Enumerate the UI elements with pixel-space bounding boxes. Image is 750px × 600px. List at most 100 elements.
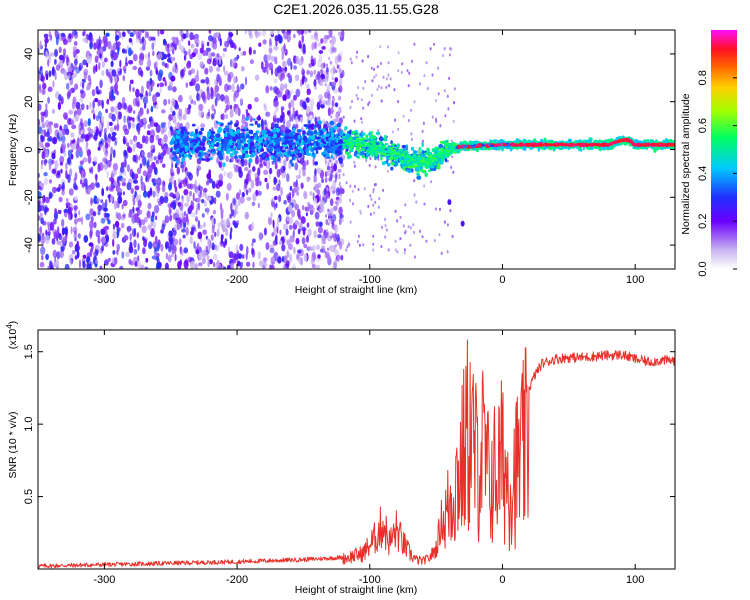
heatmap-cell (276, 117, 280, 124)
heatmap-cell (73, 41, 78, 46)
heatmap-cell (113, 52, 118, 61)
heatmap-cell (349, 184, 352, 188)
heatmap-cell (370, 197, 373, 201)
heatmap-cell (67, 149, 73, 158)
heatmap-cell (71, 124, 77, 130)
heatmap-cell (161, 109, 166, 114)
heatmap-cell (101, 202, 106, 212)
heatmap-cell (245, 189, 249, 196)
heatmap-cell (121, 251, 125, 259)
heatmap-cell (186, 183, 192, 190)
heatmap-cell (157, 185, 160, 194)
heatmap-cell (379, 45, 382, 49)
heatmap-cell (324, 177, 328, 183)
heatmap-cell (270, 155, 273, 160)
heatmap-cell (220, 122, 224, 127)
heatmap-cell (194, 139, 199, 143)
heatmap-cell (39, 261, 45, 268)
heatmap-cell (394, 209, 397, 213)
heatmap-cell (397, 100, 400, 104)
heatmap-cell (199, 224, 203, 229)
heatmap-cell (127, 47, 132, 57)
heatmap-cell (330, 235, 333, 239)
heatmap-cell (182, 135, 185, 140)
heatmap-cell (372, 248, 375, 252)
heatmap-cell (308, 111, 314, 116)
heatmap-cell (318, 94, 324, 101)
heatmap-cell (142, 247, 146, 255)
heatmap-cell (159, 82, 165, 88)
heatmap-cell (353, 160, 356, 164)
heatmap-cell (235, 192, 241, 200)
heatmap-cell (216, 53, 220, 58)
heatmap-cell (94, 181, 100, 187)
heatmap-cell (203, 187, 208, 193)
heatmap-cell (184, 202, 190, 207)
heatmap-cell (423, 169, 426, 174)
heatmap-cell (347, 152, 350, 157)
heatmap-cell (189, 54, 194, 60)
heatmap-cell (336, 201, 338, 205)
heatmap-cell (236, 164, 239, 170)
heatmap-cell (41, 236, 44, 245)
heatmap-cell (289, 235, 295, 243)
heatmap-cell (244, 76, 248, 86)
heatmap-cell (326, 142, 329, 146)
heatmap-cell (291, 113, 294, 122)
heatmap-cell (116, 227, 120, 237)
heatmap-cell (248, 158, 253, 164)
heatmap-cell (272, 186, 276, 191)
heatmap-cell (157, 53, 163, 60)
heatmap-cell (242, 117, 246, 123)
heatmap-cell (172, 137, 176, 141)
heatmap-cell (309, 191, 313, 196)
heatmap-cell (302, 101, 307, 109)
heatmap-cell (335, 69, 338, 73)
heatmap-cell (201, 158, 206, 161)
heatmap-cell (323, 188, 327, 196)
heatmap-cell (74, 114, 80, 121)
heatmap-cell (327, 107, 331, 117)
heatmap-cell (344, 126, 348, 131)
heatmap-cell (172, 64, 176, 73)
heatmap-cell (153, 122, 159, 127)
heatmap-cell (120, 177, 126, 183)
heatmap-cell (230, 227, 233, 234)
heatmap-cell (313, 144, 316, 148)
heatmap-cell (280, 125, 284, 131)
heatmap-cell (423, 202, 426, 206)
heatmap-cell (306, 88, 311, 96)
heatmap-cell (169, 214, 173, 222)
heatmap-cell (118, 182, 121, 187)
heatmap-cell (177, 224, 181, 230)
heatmap-cell (252, 166, 256, 172)
heatmap-cell (70, 118, 76, 125)
heatmap-cell (38, 83, 42, 91)
heatmap-cell (137, 143, 143, 149)
heatmap-cell (97, 204, 103, 212)
heatmap-cell (294, 203, 299, 210)
heatmap-cell (403, 251, 406, 255)
heatmap-cell (293, 33, 296, 39)
heatmap-cell (356, 50, 359, 54)
heatmap-cell (178, 94, 183, 103)
heatmap-cell (184, 147, 188, 152)
heatmap-cell (254, 157, 260, 165)
heatmap-cell (86, 104, 89, 110)
heatmap-cell (73, 205, 78, 211)
heatmap-cell (128, 245, 134, 254)
heatmap-cell (106, 170, 109, 179)
heatmap-cell (200, 79, 206, 84)
heatmap-cell (412, 223, 415, 227)
heatmap-cell (443, 220, 446, 224)
heatmap-cell (302, 43, 306, 53)
heatmap-cell (193, 100, 197, 106)
heatmap-cell (264, 177, 268, 183)
heatmap-cell (224, 40, 230, 48)
heatmap-cell (253, 49, 256, 55)
heatmap-cell (162, 180, 166, 187)
heatmap-cell (322, 245, 325, 254)
heatmap-cell (63, 236, 66, 244)
heatmap-cell (190, 147, 193, 151)
heatmap-cell (184, 211, 186, 217)
